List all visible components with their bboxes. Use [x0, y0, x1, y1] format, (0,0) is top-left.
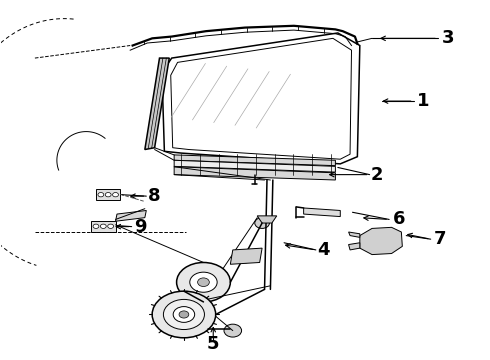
Circle shape — [190, 272, 217, 292]
Circle shape — [98, 193, 104, 197]
Text: 1: 1 — [417, 92, 430, 110]
Bar — [91, 221, 116, 232]
Circle shape — [385, 234, 398, 244]
Polygon shape — [174, 167, 335, 180]
Text: 8: 8 — [148, 187, 161, 205]
Circle shape — [100, 224, 106, 228]
Circle shape — [224, 324, 242, 337]
Polygon shape — [116, 211, 147, 221]
Polygon shape — [360, 227, 402, 255]
Circle shape — [113, 193, 119, 197]
Text: 7: 7 — [434, 230, 447, 248]
Circle shape — [236, 250, 254, 263]
Text: 3: 3 — [441, 30, 454, 48]
Polygon shape — [174, 160, 335, 172]
Text: 4: 4 — [317, 241, 329, 259]
Circle shape — [108, 224, 114, 228]
Text: 2: 2 — [370, 166, 383, 184]
Circle shape — [173, 307, 195, 322]
Circle shape — [197, 278, 209, 287]
Circle shape — [368, 234, 386, 247]
Circle shape — [105, 193, 111, 197]
Text: 9: 9 — [134, 217, 146, 235]
Polygon shape — [348, 243, 360, 250]
Circle shape — [152, 291, 216, 338]
Circle shape — [163, 300, 204, 329]
Polygon shape — [230, 248, 262, 264]
Polygon shape — [145, 58, 169, 149]
Polygon shape — [257, 216, 277, 223]
Bar — [96, 189, 121, 201]
Circle shape — [255, 218, 270, 228]
Text: 6: 6 — [392, 211, 405, 229]
Circle shape — [179, 311, 189, 318]
Circle shape — [176, 262, 230, 302]
Circle shape — [93, 224, 99, 228]
Polygon shape — [174, 155, 335, 166]
Polygon shape — [348, 232, 360, 237]
Polygon shape — [304, 208, 340, 217]
Text: 5: 5 — [207, 335, 220, 353]
